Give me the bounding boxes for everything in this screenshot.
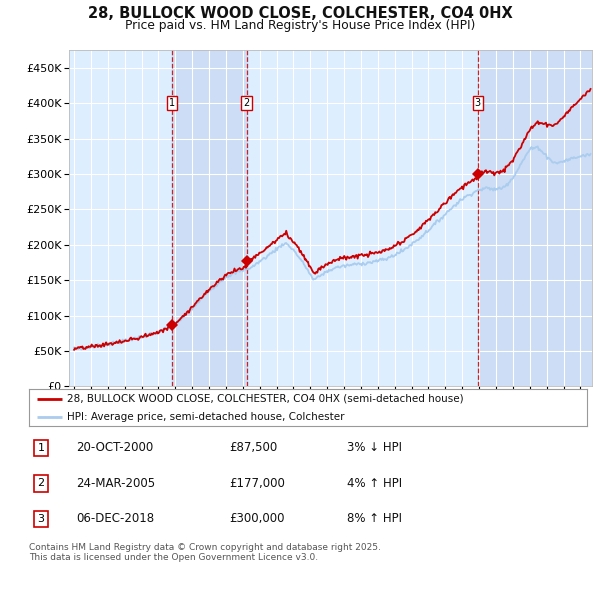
Text: 20-OCT-2000: 20-OCT-2000 xyxy=(76,441,154,454)
Text: 3% ↓ HPI: 3% ↓ HPI xyxy=(347,441,402,454)
Bar xyxy=(172,50,247,386)
Text: Contains HM Land Registry data © Crown copyright and database right 2025.: Contains HM Land Registry data © Crown c… xyxy=(29,543,380,552)
Text: 1: 1 xyxy=(38,443,44,453)
Text: Price paid vs. HM Land Registry's House Price Index (HPI): Price paid vs. HM Land Registry's House … xyxy=(125,19,475,32)
Bar xyxy=(478,50,592,386)
Text: 28, BULLOCK WOOD CLOSE, COLCHESTER, CO4 0HX (semi-detached house): 28, BULLOCK WOOD CLOSE, COLCHESTER, CO4 … xyxy=(67,394,463,404)
Text: £300,000: £300,000 xyxy=(230,512,285,525)
Text: 1: 1 xyxy=(169,99,175,108)
Text: 24-MAR-2005: 24-MAR-2005 xyxy=(76,477,155,490)
Text: 2: 2 xyxy=(38,478,44,489)
Text: HPI: Average price, semi-detached house, Colchester: HPI: Average price, semi-detached house,… xyxy=(67,412,344,422)
Text: This data is licensed under the Open Government Licence v3.0.: This data is licensed under the Open Gov… xyxy=(29,553,318,562)
Text: £177,000: £177,000 xyxy=(230,477,286,490)
Text: 28, BULLOCK WOOD CLOSE, COLCHESTER, CO4 0HX: 28, BULLOCK WOOD CLOSE, COLCHESTER, CO4 … xyxy=(88,6,512,21)
Text: £87,500: £87,500 xyxy=(230,441,278,454)
Text: 3: 3 xyxy=(475,99,481,108)
Text: 8% ↑ HPI: 8% ↑ HPI xyxy=(347,512,402,525)
Text: 4% ↑ HPI: 4% ↑ HPI xyxy=(347,477,402,490)
Text: 2: 2 xyxy=(244,99,250,108)
Text: 3: 3 xyxy=(38,514,44,524)
Text: 06-DEC-2018: 06-DEC-2018 xyxy=(76,512,154,525)
